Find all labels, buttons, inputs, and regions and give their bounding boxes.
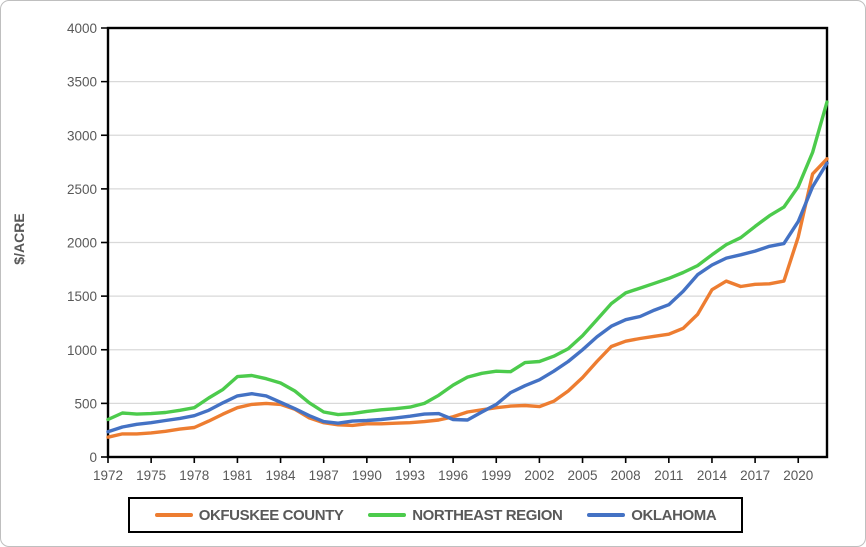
series-line-northeast-region — [106, 100, 829, 422]
y-tick-label: 0 — [89, 450, 97, 465]
y-tick-label: 2500 — [67, 182, 97, 197]
x-tick-label: 2002 — [524, 468, 554, 483]
legend-label: OKLAHOMA — [631, 506, 717, 524]
series-line-okfuskee-county — [106, 157, 829, 439]
x-tick-label: 1978 — [179, 468, 209, 483]
legend-item-okfuskee-county: OKFUSKEE COUNTY — [154, 506, 344, 524]
y-tick-label: 4000 — [67, 21, 97, 36]
line-swatch-icon — [154, 513, 193, 517]
legend-item-oklahoma: OKLAHOMA — [587, 506, 717, 524]
x-tick-label: 2017 — [740, 468, 770, 483]
legend-label: NORTHEAST REGION — [412, 506, 563, 524]
y-tick-label: 1500 — [67, 289, 97, 304]
y-axis-title: $/ACRE — [11, 213, 27, 265]
legend-label: OKFUSKEE COUNTY — [198, 506, 344, 524]
x-tick-label: 1972 — [93, 468, 123, 483]
y-tick-label: 1000 — [67, 343, 97, 358]
x-tick-label: 2020 — [783, 468, 813, 483]
x-tick-label: 1981 — [222, 468, 252, 483]
series-line-oklahoma — [106, 161, 829, 434]
x-tick-label: 2011 — [654, 468, 683, 483]
x-tick-label: 1984 — [266, 468, 297, 483]
x-tick-label: 1996 — [438, 468, 468, 483]
line-swatch-icon — [368, 513, 407, 517]
x-tick-label: 1987 — [309, 468, 339, 483]
y-tick-label: 3500 — [67, 75, 97, 90]
y-tick-label: 2000 — [67, 236, 97, 251]
x-tick-label: 1990 — [352, 468, 382, 483]
x-tick-label: 2008 — [611, 468, 641, 483]
line-swatch-icon — [587, 513, 626, 517]
y-tick-label: 3000 — [67, 128, 97, 143]
x-tick-label: 2014 — [697, 468, 728, 483]
legend: OKFUSKEE COUNTY NORTHEAST REGION OKLAHOM… — [128, 497, 743, 533]
y-tick-label: 500 — [74, 396, 97, 411]
x-tick-label: 1975 — [136, 468, 166, 483]
x-tick-label: 1999 — [481, 468, 511, 483]
legend-item-northeast-region: NORTHEAST REGION — [368, 506, 563, 524]
x-tick-label: 1993 — [395, 468, 425, 483]
x-tick-label: 2005 — [568, 468, 598, 483]
